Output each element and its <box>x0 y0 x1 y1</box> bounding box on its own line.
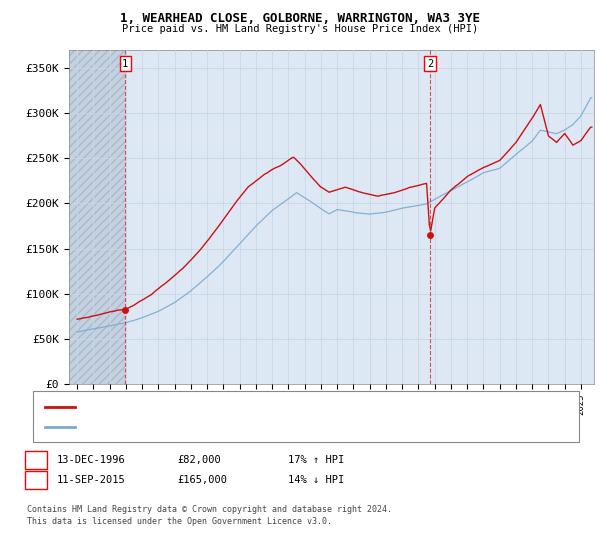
Text: 14% ↓ HPI: 14% ↓ HPI <box>288 475 344 485</box>
Text: £82,000: £82,000 <box>177 455 221 465</box>
Text: This data is licensed under the Open Government Licence v3.0.: This data is licensed under the Open Gov… <box>27 517 332 526</box>
Text: HPI: Average price, detached house, Wigan: HPI: Average price, detached house, Wiga… <box>81 422 317 431</box>
Text: 2: 2 <box>32 475 40 485</box>
Text: Contains HM Land Registry data © Crown copyright and database right 2024.: Contains HM Land Registry data © Crown c… <box>27 505 392 514</box>
Text: 1: 1 <box>122 59 128 69</box>
Text: 11-SEP-2015: 11-SEP-2015 <box>57 475 126 485</box>
Text: 1: 1 <box>32 455 40 465</box>
Text: £165,000: £165,000 <box>177 475 227 485</box>
Text: 1, WEARHEAD CLOSE, GOLBORNE, WARRINGTON, WA3 3YE: 1, WEARHEAD CLOSE, GOLBORNE, WARRINGTON,… <box>120 12 480 25</box>
Text: 2: 2 <box>427 59 433 69</box>
Text: 17% ↑ HPI: 17% ↑ HPI <box>288 455 344 465</box>
Text: 13-DEC-1996: 13-DEC-1996 <box>57 455 126 465</box>
Bar <box>69 50 125 384</box>
Text: 1, WEARHEAD CLOSE, GOLBORNE, WARRINGTON, WA3 3YE (detached house): 1, WEARHEAD CLOSE, GOLBORNE, WARRINGTON,… <box>81 402 455 411</box>
Text: Price paid vs. HM Land Registry's House Price Index (HPI): Price paid vs. HM Land Registry's House … <box>122 24 478 34</box>
